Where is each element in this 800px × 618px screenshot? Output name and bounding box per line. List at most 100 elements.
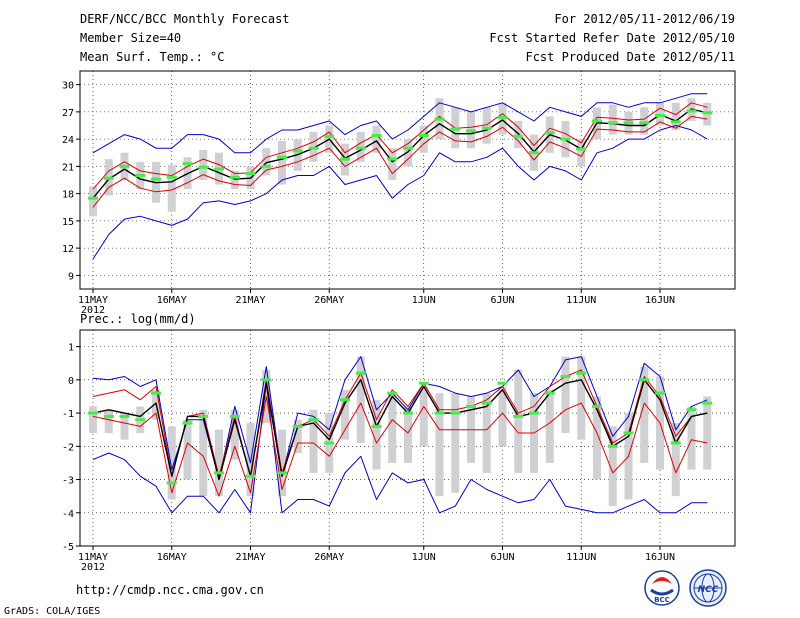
- ncc-logo-text: NCC: [698, 585, 719, 595]
- temp-median-marker: [607, 121, 618, 125]
- prec-spread-box: [120, 413, 129, 440]
- temp-median-marker: [387, 157, 398, 161]
- prec-median-marker: [119, 414, 130, 418]
- temp-x-tick-label: 1JUN: [412, 295, 436, 306]
- temp-upper-line: [92, 102, 708, 190]
- temp-spread-box: [262, 148, 271, 176]
- prec-median-marker: [292, 424, 303, 428]
- temp-median-marker: [292, 149, 303, 153]
- prec-median-marker: [182, 421, 193, 425]
- precip-panel-title: Prec.: log(mm/d): [80, 312, 196, 326]
- prec-median-marker: [655, 391, 665, 395]
- temp-median-marker: [544, 131, 555, 135]
- temp-median-marker: [560, 137, 571, 141]
- prec-spread-box: [309, 409, 318, 473]
- temp-y-tick-label: 12: [62, 244, 74, 255]
- temp-y-tick-label: 15: [62, 217, 74, 228]
- prec-spread-box: [293, 419, 302, 453]
- prec-median-marker: [261, 378, 272, 382]
- temp-mean-line: [92, 108, 708, 199]
- temp-x-tick-label: 16JUN: [645, 295, 675, 306]
- prec-spread-box: [687, 406, 696, 470]
- prec-y-tick-label: -4: [62, 509, 74, 520]
- prec-spread-box: [545, 389, 554, 463]
- temp-median-marker: [261, 164, 272, 168]
- prec-lower-line: [92, 396, 708, 497]
- prec-mean-line: [92, 379, 708, 481]
- temp-spread-box: [640, 107, 649, 135]
- prec-x-tick-label: 11MAY: [78, 552, 108, 563]
- temp-max-line: [92, 93, 708, 154]
- prec-median-marker: [245, 474, 256, 478]
- temp-median-marker: [686, 109, 697, 113]
- temp-x-year-label: 2012: [81, 305, 105, 316]
- prec-spread-box: [640, 366, 649, 463]
- prec-spread-box: [419, 386, 428, 447]
- temp-median-marker: [214, 167, 224, 171]
- temp-spread-box: [230, 170, 239, 190]
- prec-median-marker: [623, 431, 634, 435]
- prec-median-marker: [592, 404, 602, 408]
- prec-median-marker: [151, 391, 161, 395]
- temp-x-tick-label: 21MAY: [235, 295, 265, 306]
- prec-spread-box: [404, 406, 412, 463]
- temp-y-tick-label: 24: [62, 135, 74, 146]
- temp-median-marker: [88, 196, 98, 200]
- prec-median-marker: [450, 411, 461, 415]
- temp-median-marker: [670, 120, 681, 124]
- temp-median-marker: [229, 175, 240, 179]
- prec-spread-box: [482, 393, 491, 473]
- prec-median-marker: [371, 424, 382, 428]
- prec-median-marker: [434, 411, 445, 415]
- temp-median-marker: [119, 164, 130, 168]
- prec-spread-box: [608, 426, 617, 507]
- prec-x-tick-label: 16MAY: [157, 552, 187, 563]
- variable-label: Mean Surf. Temp.: °C: [80, 50, 225, 64]
- prec-spread-box: [388, 393, 397, 463]
- grads-credit: GrADS: COLA/IGES: [4, 606, 100, 617]
- prec-median-marker: [103, 414, 114, 418]
- temp-spread-box: [608, 104, 617, 135]
- prec-y-tick-label: 1: [68, 343, 74, 354]
- temp-median-marker: [371, 133, 382, 137]
- temp-median-marker: [466, 129, 476, 133]
- prec-x-year-label: 2012: [81, 562, 105, 573]
- member-size: Member Size=40: [80, 31, 181, 45]
- temp-median-marker: [135, 173, 146, 177]
- prec-spread-box: [514, 369, 523, 473]
- temp-median-marker: [481, 126, 492, 130]
- prec-y-tick-label: -2: [62, 442, 74, 453]
- prec-median-marker: [607, 444, 618, 448]
- temp-median-marker: [324, 134, 335, 138]
- prec-spread-box: [215, 429, 223, 497]
- prec-min-line: [92, 382, 708, 514]
- temp-median-marker: [497, 115, 508, 119]
- temp-median-marker: [403, 146, 413, 150]
- prec-median-marker: [529, 411, 539, 415]
- prec-x-tick-label: 11JUN: [566, 552, 596, 563]
- temp-spread-box: [278, 140, 286, 185]
- temp-x-tick-label: 11MAY: [78, 295, 108, 306]
- prec-median-marker: [324, 441, 335, 445]
- prec-spread-box: [230, 409, 239, 460]
- prec-median-marker: [686, 408, 697, 412]
- prec-median-marker: [135, 418, 146, 422]
- source-url[interactable]: http://cmdp.ncc.cma.gov.cn: [76, 583, 264, 597]
- prec-spread-box: [593, 396, 601, 480]
- prec-spread-box: [199, 409, 208, 497]
- prec-y-tick-label: -1: [62, 409, 74, 420]
- prec-y-tick-label: 0: [68, 376, 74, 387]
- prec-spread-box: [435, 393, 444, 497]
- prec-median-marker: [639, 378, 650, 382]
- temperature-panel: 9 12 15 18 21 24 27 30 11MAY 16MAY 21MAY 26MAY 1JUN 6…: [62, 70, 736, 316]
- precipitation-panel: -5 -4 -3 -2 -1 0 1 11MAY 16MAY 21MAY 26MAY 1JUN 6JUN…: [62, 329, 736, 573]
- bcc-logo-text: BCC: [654, 596, 670, 604]
- temp-median-marker: [355, 146, 366, 150]
- temp-spread-box: [199, 150, 208, 180]
- temp-median-marker: [529, 151, 539, 155]
- prec-spread-box: [451, 393, 460, 493]
- temp-y-tick-label: 27: [62, 108, 74, 119]
- prec-spread-box: [671, 423, 680, 497]
- temp-x-tick-label: 16MAY: [157, 295, 187, 306]
- prec-median-marker: [544, 391, 555, 395]
